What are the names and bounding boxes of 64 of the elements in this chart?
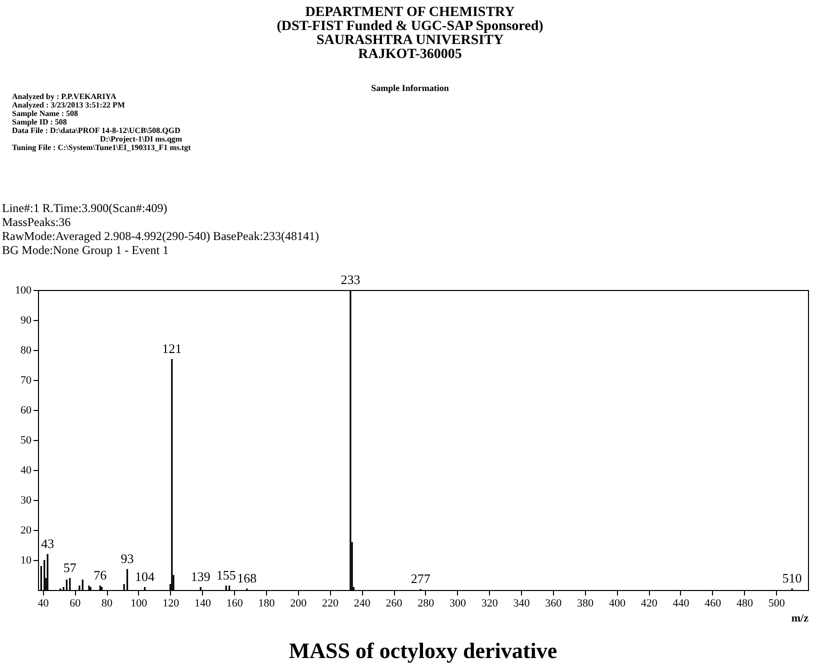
- x-tick-label: 60: [70, 598, 82, 610]
- x-tick-label: 300: [450, 598, 467, 610]
- x-tick-label: 40: [38, 598, 50, 610]
- x-tick-label: 480: [736, 598, 754, 610]
- y-tick-label: 30: [20, 494, 32, 506]
- text: SAURASHTRA UNIVERSITY: [316, 33, 504, 48]
- annotation: 57: [63, 560, 77, 575]
- annotation: 168: [237, 570, 257, 586]
- y-tick-label: 10: [20, 554, 32, 566]
- y-tick-label: 20: [20, 524, 32, 536]
- x-tick-label: 100: [130, 598, 148, 610]
- x-tick-label: 220: [322, 598, 339, 610]
- x-tick-label: 320: [481, 598, 498, 610]
- x-tick-label: 240: [354, 598, 371, 610]
- x-tick-label: 340: [513, 598, 530, 610]
- x-tick-label: 140: [194, 598, 212, 610]
- x-tick-label: 160: [226, 598, 244, 610]
- text: DEPARTMENT OF CHEMISTRY: [305, 5, 515, 20]
- text: MASS of octyloxy derivative: [288, 638, 558, 663]
- y-tick-label: 60: [20, 404, 32, 416]
- text: Line#:1 R.Time:3.900(Scan#:409): [2, 201, 168, 215]
- annotation: 155: [216, 568, 236, 582]
- text: MassPeaks:36: [2, 215, 71, 229]
- y-tick-label: 70: [20, 374, 32, 386]
- x-tick-label: 120: [162, 598, 180, 610]
- text: Sample Name : 508: [12, 109, 78, 118]
- x-tick-label: 180: [258, 598, 276, 610]
- annotation: 277: [410, 571, 431, 586]
- x-axis-title: m/z: [791, 612, 809, 624]
- x-tick-label: 420: [640, 598, 658, 610]
- y-tick-label: 80: [20, 344, 32, 356]
- annotation: 104: [135, 569, 156, 584]
- x-tick-label: 360: [545, 598, 562, 610]
- annotation: 76: [94, 568, 108, 582]
- text: Sample ID : 508: [12, 118, 67, 126]
- text: Analyzed by : P.P.VEKARIYA: [12, 92, 116, 101]
- x-tick-label: 260: [386, 598, 403, 610]
- x-tick-label: 400: [608, 598, 626, 610]
- y-tick-label: 50: [20, 434, 32, 446]
- text: RawMode:Averaged 2.908-4.992(290-540) BasePeak:233(48141): [2, 229, 320, 243]
- annotation: 139: [190, 569, 210, 584]
- y-tick-label: 40: [20, 464, 32, 476]
- annotation: 510: [782, 570, 802, 586]
- text: Data File : D:\data\PROF 14-8-12\UCB\508.QGD: [12, 126, 181, 135]
- x-tick-label: 200: [290, 598, 308, 610]
- text: Analyzed : 3/23/2013 3:51:22 PM: [12, 100, 126, 110]
- x-tick-label: 280: [418, 598, 435, 610]
- annotation: 121: [162, 341, 182, 356]
- x-tick-label: 460: [704, 598, 722, 610]
- text: RAJKOT-360005: [358, 47, 462, 62]
- text: Sample Information: [371, 83, 449, 93]
- text: Tuning File : C:\System\Tune1\EI_190313_F1 ms.tgt: [12, 143, 192, 152]
- annotation: 43: [41, 536, 54, 551]
- text: (DST-FIST Funded & UGC-SAP Sponsored): [276, 19, 544, 34]
- text: BG Mode:None Group 1 - Event 1: [2, 243, 169, 257]
- annotation: 233: [340, 272, 360, 287]
- x-tick-label: 440: [672, 598, 690, 610]
- x-tick-label: 380: [577, 598, 594, 610]
- text: D:\Project-1\DI ms.qgm: [100, 134, 182, 144]
- y-tick-label: 90: [20, 314, 32, 326]
- y-tick-label: 100: [15, 284, 32, 296]
- annotation: 93: [120, 551, 134, 566]
- x-tick-label: 500: [768, 598, 786, 610]
- x-tick-label: 80: [102, 598, 114, 610]
